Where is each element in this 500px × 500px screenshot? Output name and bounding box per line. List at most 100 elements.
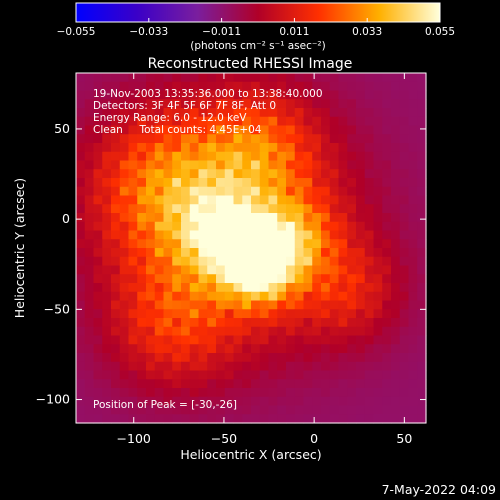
heatmap-cell [154,73,165,83]
heatmap-cell [102,335,112,345]
heatmap-cell [93,99,103,109]
heatmap-cell [189,230,200,240]
heatmap-cell [303,291,313,302]
heatmap-cell [268,221,278,232]
heatmap-cell [181,134,191,144]
heatmap-cell [111,309,121,319]
heatmap-cell [329,204,340,214]
heatmap-cell [93,388,103,398]
heatmap-cell [93,239,103,249]
heatmap-cell [303,81,313,92]
heatmap-cell [259,239,270,249]
heatmap-cell [119,195,130,205]
plot-frame [75,72,427,424]
heatmap-cell [399,125,410,135]
heatmap-cell [163,256,173,267]
heatmap-cell [207,265,217,275]
heatmap-cell [382,151,392,162]
heatmap-cell [119,353,130,363]
heatmap-cell [76,239,86,249]
heatmap-cell [286,370,296,380]
heatmap-cell [277,326,287,337]
heatmap-cell [181,300,191,310]
heatmap-cell [154,370,165,380]
heatmap-cell [356,405,366,415]
heatmap-cell [286,204,296,214]
heatmap-cell [303,134,313,144]
heatmap-cell [189,169,200,179]
heatmap-cell [356,81,366,92]
heatmap-cell [76,221,86,232]
heatmap-cell [329,99,340,109]
heatmap-cell [303,186,313,197]
heatmap-cell [268,151,278,162]
heatmap-cell [373,151,383,162]
heatmap-cell [233,108,243,118]
heatmap-cell [242,195,252,205]
heatmap-cell [119,300,130,310]
heatmap-cell [189,274,200,284]
heatmap-cell [259,300,270,310]
heatmap-cell [277,405,287,415]
heatmap-cell [303,248,313,258]
heatmap-cell [172,274,182,284]
heatmap-cell [102,125,112,135]
heatmap-cell [321,125,331,135]
heatmap-cell [128,291,138,302]
heatmap-cell [102,283,112,293]
heatmap-cell [294,370,305,380]
heatmap-cell [399,309,410,319]
heatmap-cell [268,178,278,188]
heatmap-cell [399,388,410,398]
heatmap-cell [146,108,156,118]
heatmap-cell [347,239,357,249]
heatmap-cell [408,143,418,153]
heatmap-cell [286,283,296,293]
heatmap-cell [207,309,217,319]
heatmap-cell [399,300,410,310]
heatmap-cell [181,169,191,179]
heatmap-cell [172,318,182,328]
heatmap-cell [391,230,401,240]
heatmap-cell [146,116,156,127]
heatmap-cell [268,134,278,144]
heatmap-cell [198,396,208,407]
heatmap-cell [417,186,427,197]
heatmap-cell [356,151,366,162]
y-tick-label: 50 [54,121,70,136]
heatmap-cell [137,353,147,363]
heatmap-cell [84,405,95,415]
heatmap-cell [84,108,95,118]
heatmap-cell [408,405,418,415]
heatmap-cell [207,81,217,92]
heatmap-cell [294,81,305,92]
heatmap-cell [338,99,348,109]
heatmap-cell [303,99,313,109]
heatmap-cell [347,300,357,310]
heatmap-cell [303,151,313,162]
heatmap-cell [128,195,138,205]
heatmap-cell [128,300,138,310]
heatmap-cell [84,318,95,328]
heatmap-cell [163,370,173,380]
heatmap-cell [84,73,95,83]
heatmap-cell [119,134,130,144]
heatmap-cell [102,204,112,214]
heatmap-cell [259,169,270,179]
heatmap-cell [198,73,208,83]
heatmap-cell [163,213,173,223]
heatmap-cell [347,283,357,293]
heatmap-cell [364,353,375,363]
heatmap-cell [268,90,278,100]
heatmap-cell [373,230,383,240]
chart-title: Reconstructed RHESSI Image [148,56,353,72]
heatmap-cell [189,81,200,92]
heatmap-cell [84,160,95,170]
heatmap-cell [408,274,418,284]
heatmap-cell [347,414,357,424]
heatmap-cell [268,344,278,354]
heatmap-cell [207,169,217,179]
heatmap-cell [154,81,165,92]
heatmap-cell [277,125,287,135]
heatmap-cell [382,309,392,319]
